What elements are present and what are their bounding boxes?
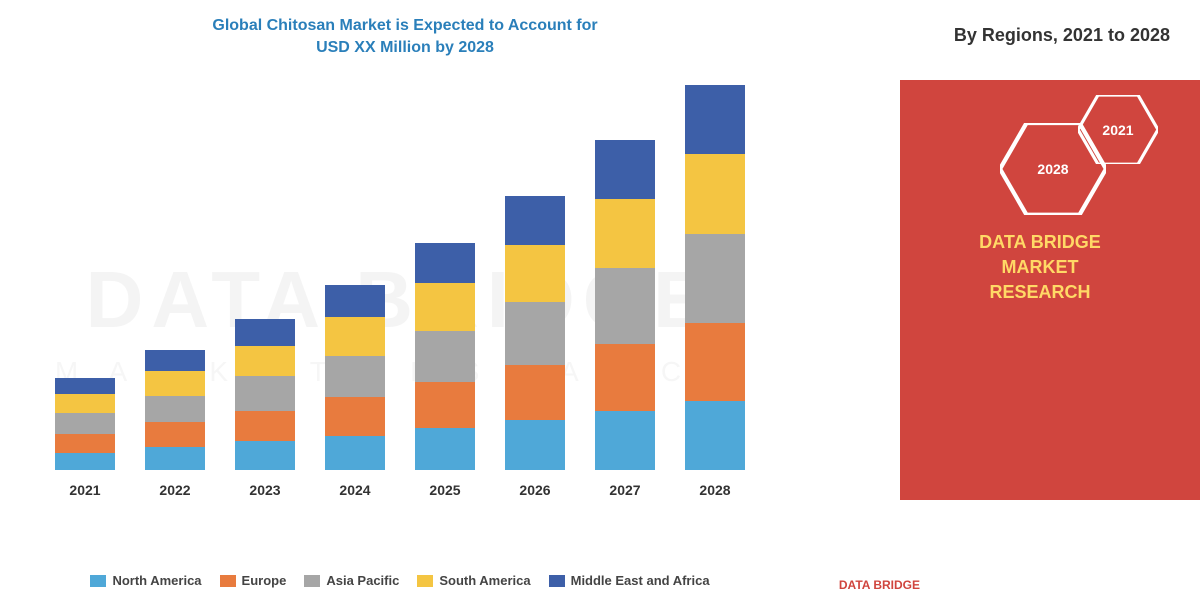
legend-swatch — [417, 575, 433, 587]
brand-line2: RESEARCH — [989, 282, 1090, 302]
bar-segment — [505, 420, 565, 470]
bar-segment — [325, 397, 385, 435]
bar-segment — [595, 199, 655, 268]
bars-container — [30, 70, 770, 470]
x-axis-label: 2021 — [55, 482, 115, 498]
x-axis-labels: 2021 2022 2023 2024 2025 2026 2027 2028 — [30, 482, 770, 498]
bar-segment — [55, 434, 115, 453]
bar-segment — [325, 436, 385, 470]
bar-segment — [685, 85, 745, 154]
bar-segment — [235, 376, 295, 410]
legend: North America Europe Asia Pacific South Ame… — [30, 573, 770, 588]
bar-segment — [595, 268, 655, 344]
bar-segment — [685, 401, 745, 470]
bar-segment — [595, 344, 655, 411]
hexagon-label: 2021 — [1102, 122, 1133, 138]
chart-title-line2: USD XX Million by 2028 — [316, 39, 494, 56]
bar-segment — [415, 243, 475, 283]
bar-segment — [325, 356, 385, 398]
chart-title: Global Chitosan Market is Expected to Ac… — [30, 15, 780, 60]
bar-segment — [235, 319, 295, 346]
bar-segment — [145, 422, 205, 447]
bar-stack — [235, 319, 295, 469]
right-panel: By Regions, 2021 to 2028 2028 2021 DATA B… — [800, 0, 1200, 600]
bar-stack — [415, 243, 475, 470]
bar-segment — [505, 365, 565, 420]
hexagon-badge: 2021 — [1078, 95, 1158, 164]
bar-stack — [145, 350, 205, 470]
legend-label: Europe — [242, 573, 287, 588]
legend-label: Middle East and Africa — [571, 573, 710, 588]
x-axis-label: 2022 — [145, 482, 205, 498]
bar-segment — [145, 447, 205, 470]
bar-segment — [415, 331, 475, 382]
bar-segment — [235, 411, 295, 441]
legend-swatch — [304, 575, 320, 587]
legend-item: Europe — [220, 573, 287, 588]
x-axis-label: 2025 — [415, 482, 475, 498]
bar-segment — [55, 394, 115, 413]
legend-item: Asia Pacific — [304, 573, 399, 588]
bar-segment — [415, 428, 475, 470]
bar-segment — [235, 441, 295, 470]
legend-item: South America — [417, 573, 530, 588]
bar-stack — [685, 85, 745, 470]
brand-text: DATA BRIDGE MARKET RESEARCH — [940, 230, 1140, 306]
right-subtitle: By Regions, 2021 to 2028 — [954, 25, 1170, 46]
bar-segment — [55, 413, 115, 434]
bar-segment — [505, 245, 565, 302]
bar-segment — [415, 382, 475, 428]
brand-line1: DATA BRIDGE MARKET — [979, 232, 1101, 277]
bar-segment — [685, 234, 745, 324]
hexagon-label: 2028 — [1037, 161, 1068, 177]
main-container: Global Chitosan Market is Expected to Ac… — [0, 0, 1200, 600]
bar-segment — [55, 453, 115, 470]
bar-stack — [325, 285, 385, 470]
bar-segment — [685, 154, 745, 234]
x-axis-label: 2028 — [685, 482, 745, 498]
bar-stack — [595, 140, 655, 470]
chart-title-line1: Global Chitosan Market is Expected to Ac… — [212, 17, 597, 34]
bar-stack — [505, 196, 565, 470]
bar-segment — [325, 317, 385, 355]
bar-segment — [145, 396, 205, 423]
bar-segment — [505, 196, 565, 246]
bar-segment — [685, 323, 745, 401]
bar-segment — [415, 283, 475, 331]
legend-swatch — [549, 575, 565, 587]
bar-segment — [145, 371, 205, 396]
legend-swatch — [90, 575, 106, 587]
bar-segment — [235, 346, 295, 376]
legend-label: North America — [112, 573, 201, 588]
x-axis-label: 2023 — [235, 482, 295, 498]
bar-segment — [505, 302, 565, 365]
bar-segment — [55, 378, 115, 393]
bar-segment — [595, 411, 655, 470]
legend-item: Middle East and Africa — [549, 573, 710, 588]
bar-segment — [595, 140, 655, 199]
plot-area: 20212022202320242025202620272028 — [30, 70, 770, 470]
bar-segment — [325, 285, 385, 317]
legend-label: South America — [439, 573, 530, 588]
legend-swatch — [220, 575, 236, 587]
bar-stack — [55, 378, 115, 469]
x-axis-label: 2027 — [595, 482, 655, 498]
footer-logo: DATA BRIDGE — [839, 578, 920, 592]
chart-panel: Global Chitosan Market is Expected to Ac… — [0, 0, 800, 600]
x-axis-label: 2026 — [505, 482, 565, 498]
bar-segment — [145, 350, 205, 371]
x-axis-label: 2024 — [325, 482, 385, 498]
legend-item: North America — [90, 573, 201, 588]
legend-label: Asia Pacific — [326, 573, 399, 588]
